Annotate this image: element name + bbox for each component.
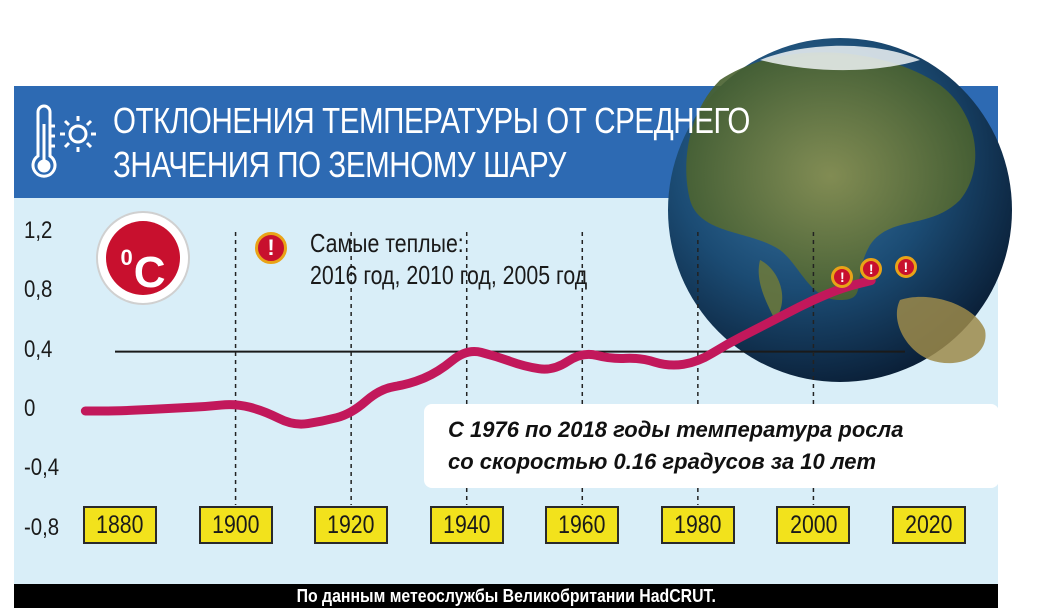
x-tick-label: 1920 bbox=[314, 506, 389, 544]
y-tick-label: -0,4 bbox=[24, 454, 60, 482]
warmest-marker-icon: ! bbox=[894, 255, 917, 278]
x-tick-label: 1940 bbox=[429, 506, 504, 544]
y-tick-label: 0,8 bbox=[24, 276, 53, 304]
y-tick-label: 0 bbox=[24, 395, 36, 422]
chart-title-line-1: ОТКЛОНЕНИЯ ТЕМПЕРАТУРЫ ОТ СРЕДНЕГО bbox=[113, 100, 750, 141]
temperature-anomaly-line bbox=[80, 275, 876, 429]
x-tick-label: 1900 bbox=[198, 506, 273, 544]
x-tick-label: 1960 bbox=[545, 506, 620, 544]
x-tick-label: 1980 bbox=[660, 506, 735, 544]
globe-illustration bbox=[668, 38, 1012, 382]
chart-title-line-2: ЗНАЧЕНИЯ ПО ЗЕМНОМУ ШАРУ bbox=[113, 144, 566, 185]
trend-note-line-2: со скоростью 0.16 градусов за 10 лет bbox=[448, 449, 877, 474]
sun-icon bbox=[60, 116, 96, 152]
x-tick-label: 1880 bbox=[83, 506, 157, 544]
x-tick-label: 2020 bbox=[892, 506, 966, 544]
y-tick-label: -0,8 bbox=[24, 513, 60, 541]
celsius-badge: 0C bbox=[98, 213, 188, 303]
warmest-label: Самые теплые: bbox=[310, 228, 464, 258]
trend-note: С 1976 по 2018 годы температура росла со… bbox=[424, 404, 999, 488]
warmest-marker-icon: ! bbox=[860, 258, 883, 281]
source-text: По данным метеослужбы Великобритании Had… bbox=[296, 586, 716, 606]
warmest-years: 2016 год, 2010 год, 2005 год bbox=[310, 260, 588, 290]
y-tick-label: 1,2 bbox=[24, 217, 53, 244]
warmest-marker-icon: ! bbox=[831, 265, 854, 288]
y-tick-label: 0,4 bbox=[24, 335, 53, 363]
unit-letter: C bbox=[133, 248, 166, 297]
x-tick-label: 2000 bbox=[776, 506, 851, 544]
warning-icon: ! bbox=[255, 232, 287, 264]
source-bar: По данным метеослужбы Великобритании Had… bbox=[14, 584, 998, 608]
thermometer-icon bbox=[31, 104, 57, 178]
trend-note-line-1: С 1976 по 2018 годы температура росла bbox=[448, 417, 904, 442]
degree-mark: 0 bbox=[120, 245, 133, 270]
